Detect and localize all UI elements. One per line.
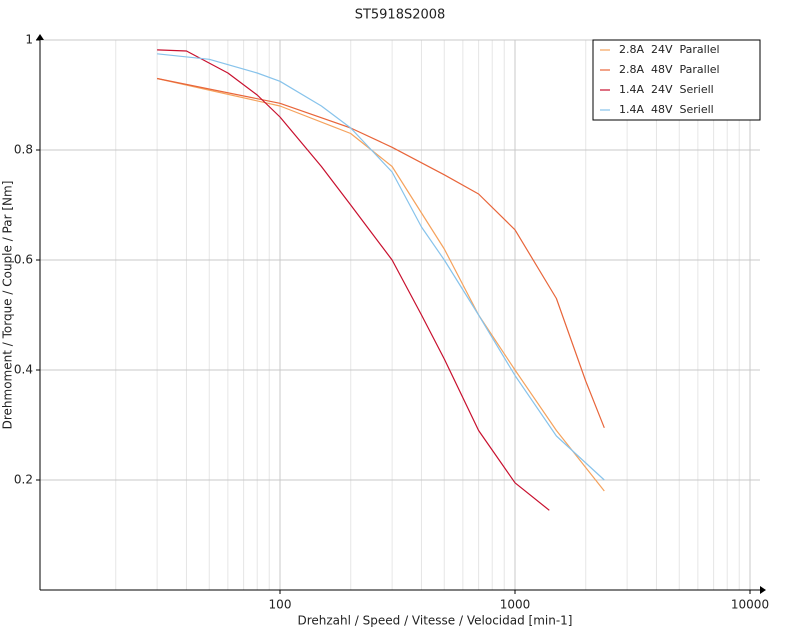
- series-line: [157, 49, 550, 511]
- y-tick-label: 0.6: [14, 253, 33, 267]
- y-tick-label: 1: [25, 33, 33, 47]
- x-arrow: [760, 586, 766, 594]
- legend: 2.8A 24V Parallel 2.8A 48V Parallel 1.4A 2…: [592, 39, 761, 121]
- x-tick-label: 10000: [731, 598, 769, 612]
- legend-label: 2.8A 48V Parallel: [619, 63, 720, 76]
- y-tick-label: 0.4: [14, 363, 33, 377]
- legend-label: 1.4A 24V Seriell: [619, 83, 714, 96]
- legend-label: 2.8A 24V Parallel: [619, 43, 720, 56]
- chart-title: ST5918S2008: [355, 8, 446, 23]
- y-tick-label: 0.2: [14, 473, 33, 487]
- series-line: [156, 77, 605, 429]
- series-line: [156, 77, 605, 492]
- x-tick-label: 1000: [500, 598, 531, 612]
- plot-area: [156, 49, 605, 511]
- x-axis-label: Drehzahl / Speed / Vitesse / Velocidad […: [297, 614, 572, 628]
- legend-label: 1.4A 48V Seriell: [619, 103, 714, 116]
- y-arrow: [36, 34, 44, 40]
- y-axis-label: Drehmoment / Torque / Couple / Par [Nm]: [1, 181, 15, 430]
- x-tick-label: 100: [269, 598, 292, 612]
- series-line: [157, 53, 605, 481]
- y-tick-label: 0.8: [14, 143, 33, 157]
- legend-box: [592, 39, 761, 121]
